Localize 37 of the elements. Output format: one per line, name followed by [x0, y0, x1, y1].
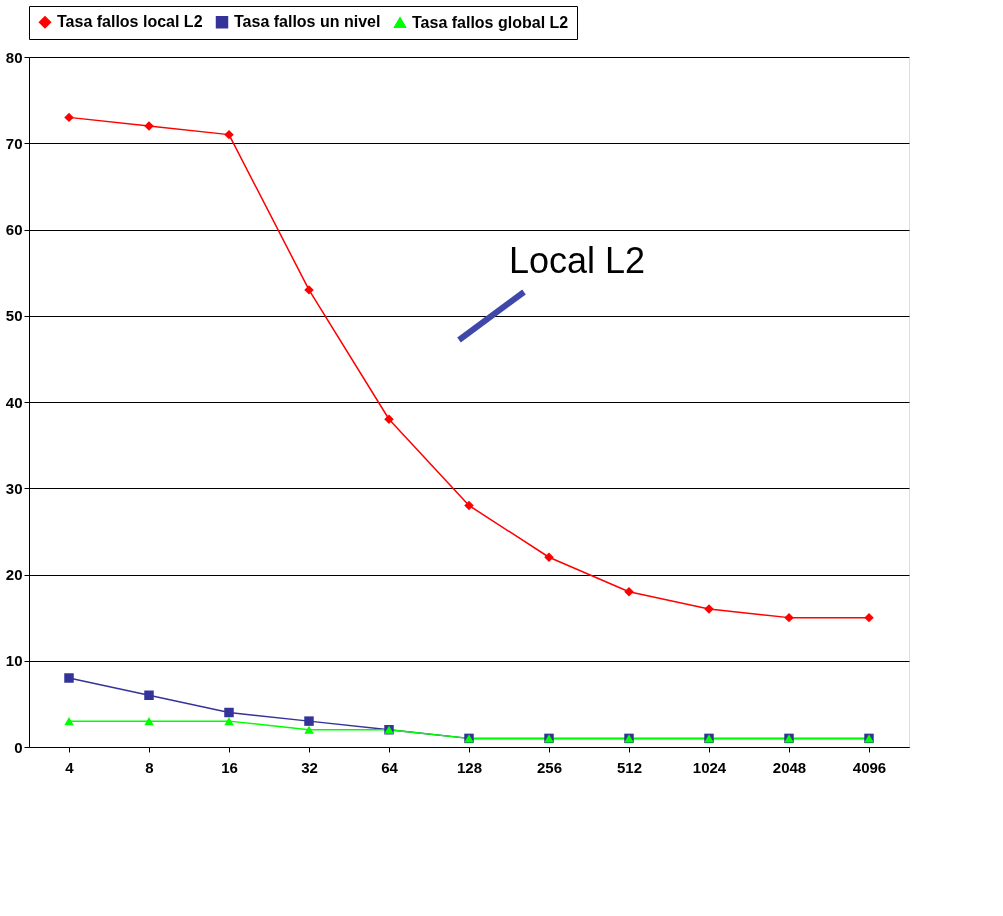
- point: [64, 112, 74, 123]
- point: [304, 725, 314, 734]
- point: [864, 612, 874, 623]
- point: [224, 707, 234, 718]
- x-tick-label: 32: [301, 758, 318, 776]
- annotation: Local L2: [509, 240, 646, 281]
- point: [144, 717, 154, 726]
- point: [64, 717, 74, 726]
- x-tick-label: 4: [65, 758, 75, 776]
- legend-label: Tasa fallos un nivel: [234, 13, 381, 31]
- x-tick-label: 512: [616, 758, 643, 776]
- y-tick-label: 20: [5, 566, 23, 583]
- legend-label: Tasa fallos global L2: [412, 13, 569, 31]
- point: [784, 612, 794, 623]
- y-tick-label: 40: [5, 393, 23, 411]
- legend-label: Tasa fallos local L2: [57, 13, 203, 31]
- y-tick-label: 10: [5, 652, 23, 670]
- point: [304, 716, 314, 726]
- x-tick-label: 4096: [852, 758, 887, 776]
- y-tick-label: 0: [14, 738, 23, 756]
- x-tick-label: 16: [221, 758, 238, 776]
- x-tick-label: 8: [145, 758, 154, 776]
- x-tick-label: 256: [536, 758, 563, 776]
- x-tick-label: 2048: [772, 758, 807, 776]
- x-tick-label: 128: [456, 758, 483, 776]
- point: [64, 673, 74, 683]
- y-tick-label: 80: [5, 48, 23, 66]
- y-tick-label: 60: [5, 221, 23, 238]
- y-tick-label: 50: [5, 307, 23, 325]
- x-tick-label: 64: [381, 758, 399, 776]
- y-tick-label: 30: [5, 479, 23, 497]
- point: [224, 717, 234, 726]
- point: [464, 500, 474, 511]
- x-tick-label: 1024: [692, 758, 727, 776]
- y-tick-label: 70: [5, 134, 23, 152]
- point: [144, 690, 154, 700]
- point: [224, 129, 234, 140]
